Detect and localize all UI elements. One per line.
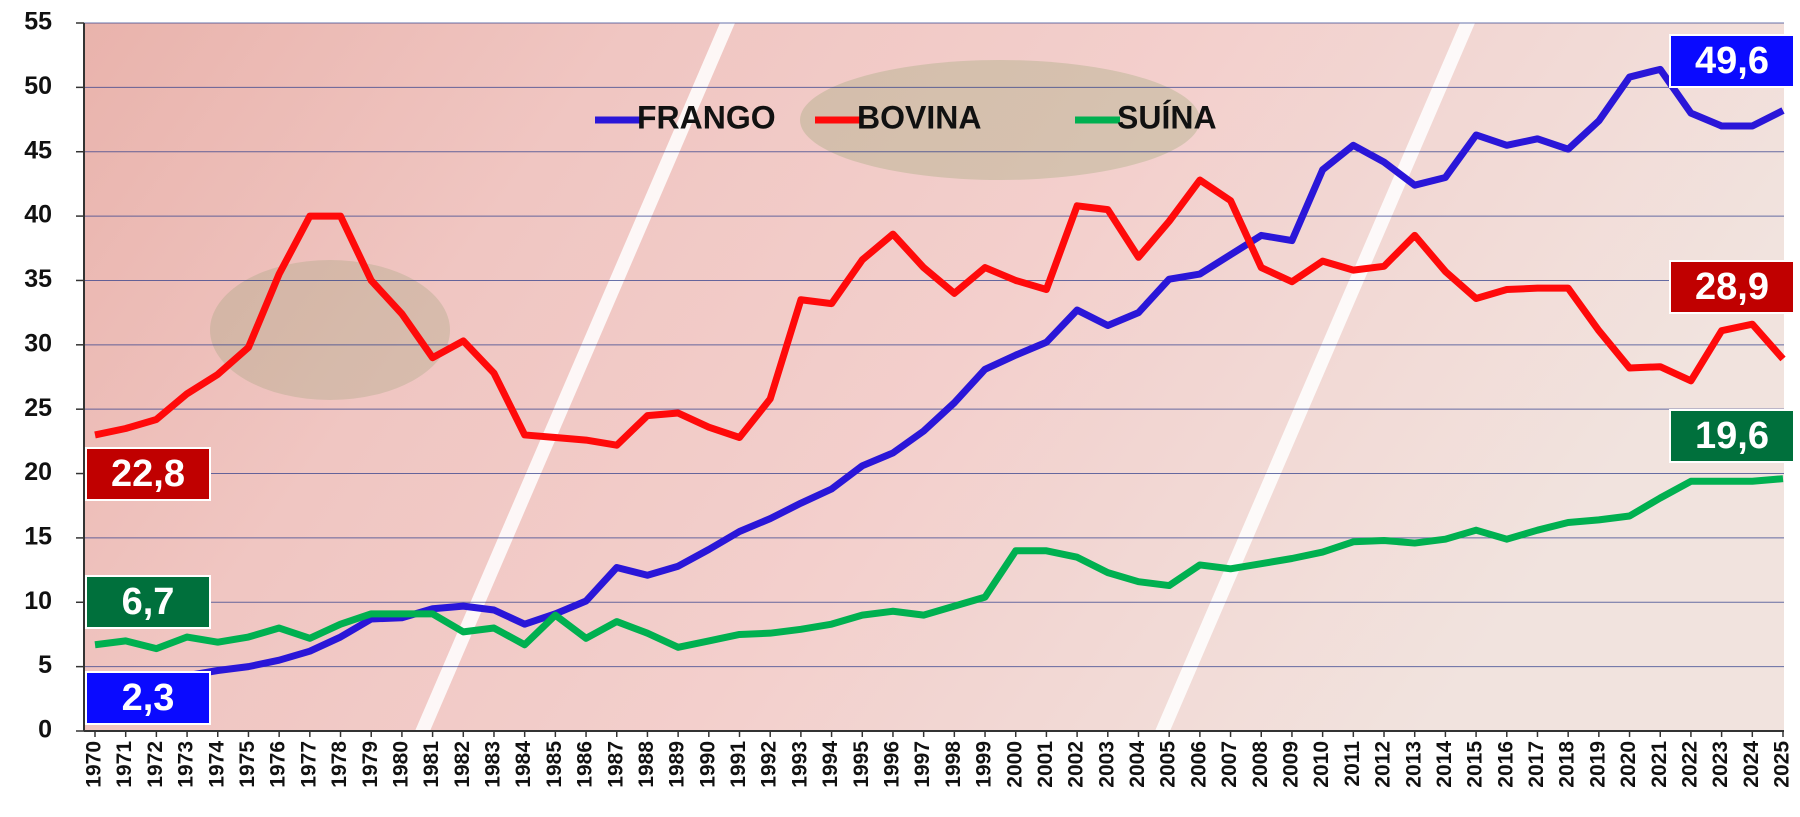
annotation: 28,9 (1695, 266, 1769, 308)
annotation: 19,6 (1695, 415, 1769, 457)
x-tick-label: 1991 (727, 741, 750, 788)
chart: 0510152025303540455055197019711972197319… (0, 0, 1800, 817)
x-tick-label: 1980 (389, 741, 412, 788)
x-tick-label: 1992 (758, 741, 781, 788)
legend-label: SUÍNA (1117, 99, 1217, 135)
x-tick-label: 2017 (1525, 741, 1548, 788)
legend-label: FRANGO (637, 99, 776, 135)
y-tick-label: 30 (24, 329, 52, 357)
y-tick-label: 15 (24, 523, 52, 551)
y-tick-label: 40 (24, 201, 52, 229)
x-tick-label: 2014 (1433, 741, 1456, 788)
x-tick-label: 1993 (788, 741, 811, 788)
x-tick-label: 1999 (973, 741, 996, 788)
x-tick-label: 2022 (1678, 741, 1701, 788)
x-tick-label: 2012 (1372, 741, 1395, 788)
x-tick-label: 1997 (911, 741, 934, 788)
x-tick-label: 2019 (1586, 741, 1609, 788)
x-tick-label: 2007 (1218, 741, 1241, 788)
x-tick-label: 1982 (451, 741, 474, 788)
y-tick-label: 10 (24, 587, 52, 615)
y-tick-label: 0 (38, 716, 52, 744)
x-tick-label: 1986 (574, 741, 597, 788)
y-tick-label: 50 (24, 72, 52, 100)
x-tick-label: 2018 (1556, 741, 1579, 788)
x-tick-label: 2023 (1709, 741, 1732, 788)
x-tick-label: 1981 (420, 741, 443, 788)
x-tick-label: 2010 (1310, 741, 1333, 788)
x-tick-label: 2025 (1771, 741, 1794, 788)
y-tick-label: 45 (24, 136, 52, 164)
legend-label: BOVINA (857, 99, 981, 135)
x-tick-label: 1995 (850, 741, 873, 788)
x-tick-label: 1976 (267, 741, 290, 788)
y-tick-label: 5 (38, 651, 52, 679)
x-tick-label: 2011 (1341, 741, 1364, 787)
x-tick-label: 1978 (328, 741, 351, 788)
x-tick-label: 1979 (359, 741, 382, 788)
y-tick-label: 55 (24, 8, 52, 36)
annotation: 2,3 (122, 677, 175, 719)
x-tick-label: 1987 (604, 741, 627, 788)
x-tick-label: 2009 (1279, 741, 1302, 788)
x-tick-label: 1975 (236, 741, 259, 788)
x-tick-label: 1970 (83, 741, 106, 788)
annotation: 6,7 (122, 581, 175, 623)
x-tick-label: 1989 (666, 741, 689, 788)
x-tick-label: 1988 (635, 741, 658, 788)
x-tick-label: 1994 (819, 741, 842, 788)
x-tick-label: 2002 (1065, 741, 1088, 788)
y-tick-label: 25 (24, 394, 52, 422)
x-tick-label: 2006 (1187, 741, 1210, 788)
x-tick-label: 1998 (942, 741, 965, 788)
x-tick-label: 2000 (1003, 741, 1026, 788)
x-tick-label: 2024 (1740, 741, 1763, 788)
x-tick-label: 2008 (1249, 741, 1272, 788)
x-tick-label: 2003 (1095, 741, 1118, 788)
x-tick-label: 2004 (1126, 741, 1149, 788)
annotation: 22,8 (111, 453, 185, 495)
x-tick-label: 1990 (696, 741, 719, 788)
x-tick-label: 1983 (482, 741, 505, 788)
x-tick-label: 1971 (113, 741, 136, 788)
y-tick-label: 35 (24, 265, 52, 293)
x-tick-label: 1977 (297, 741, 320, 788)
x-tick-label: 2015 (1464, 741, 1487, 788)
x-tick-label: 2021 (1648, 741, 1671, 788)
x-tick-label: 2001 (1034, 741, 1057, 788)
x-tick-label: 1984 (512, 741, 535, 788)
x-tick-label: 2013 (1402, 741, 1425, 788)
annotation: 49,6 (1695, 40, 1769, 82)
x-tick-label: 1973 (175, 741, 198, 788)
x-tick-label: 1972 (144, 741, 167, 788)
x-tick-label: 1996 (881, 741, 904, 788)
y-tick-label: 20 (24, 458, 52, 486)
x-tick-label: 1985 (543, 741, 566, 788)
x-tick-label: 1974 (205, 741, 228, 788)
x-tick-label: 2005 (1157, 741, 1180, 788)
x-tick-label: 2016 (1494, 741, 1517, 788)
x-tick-label: 2020 (1617, 741, 1640, 788)
